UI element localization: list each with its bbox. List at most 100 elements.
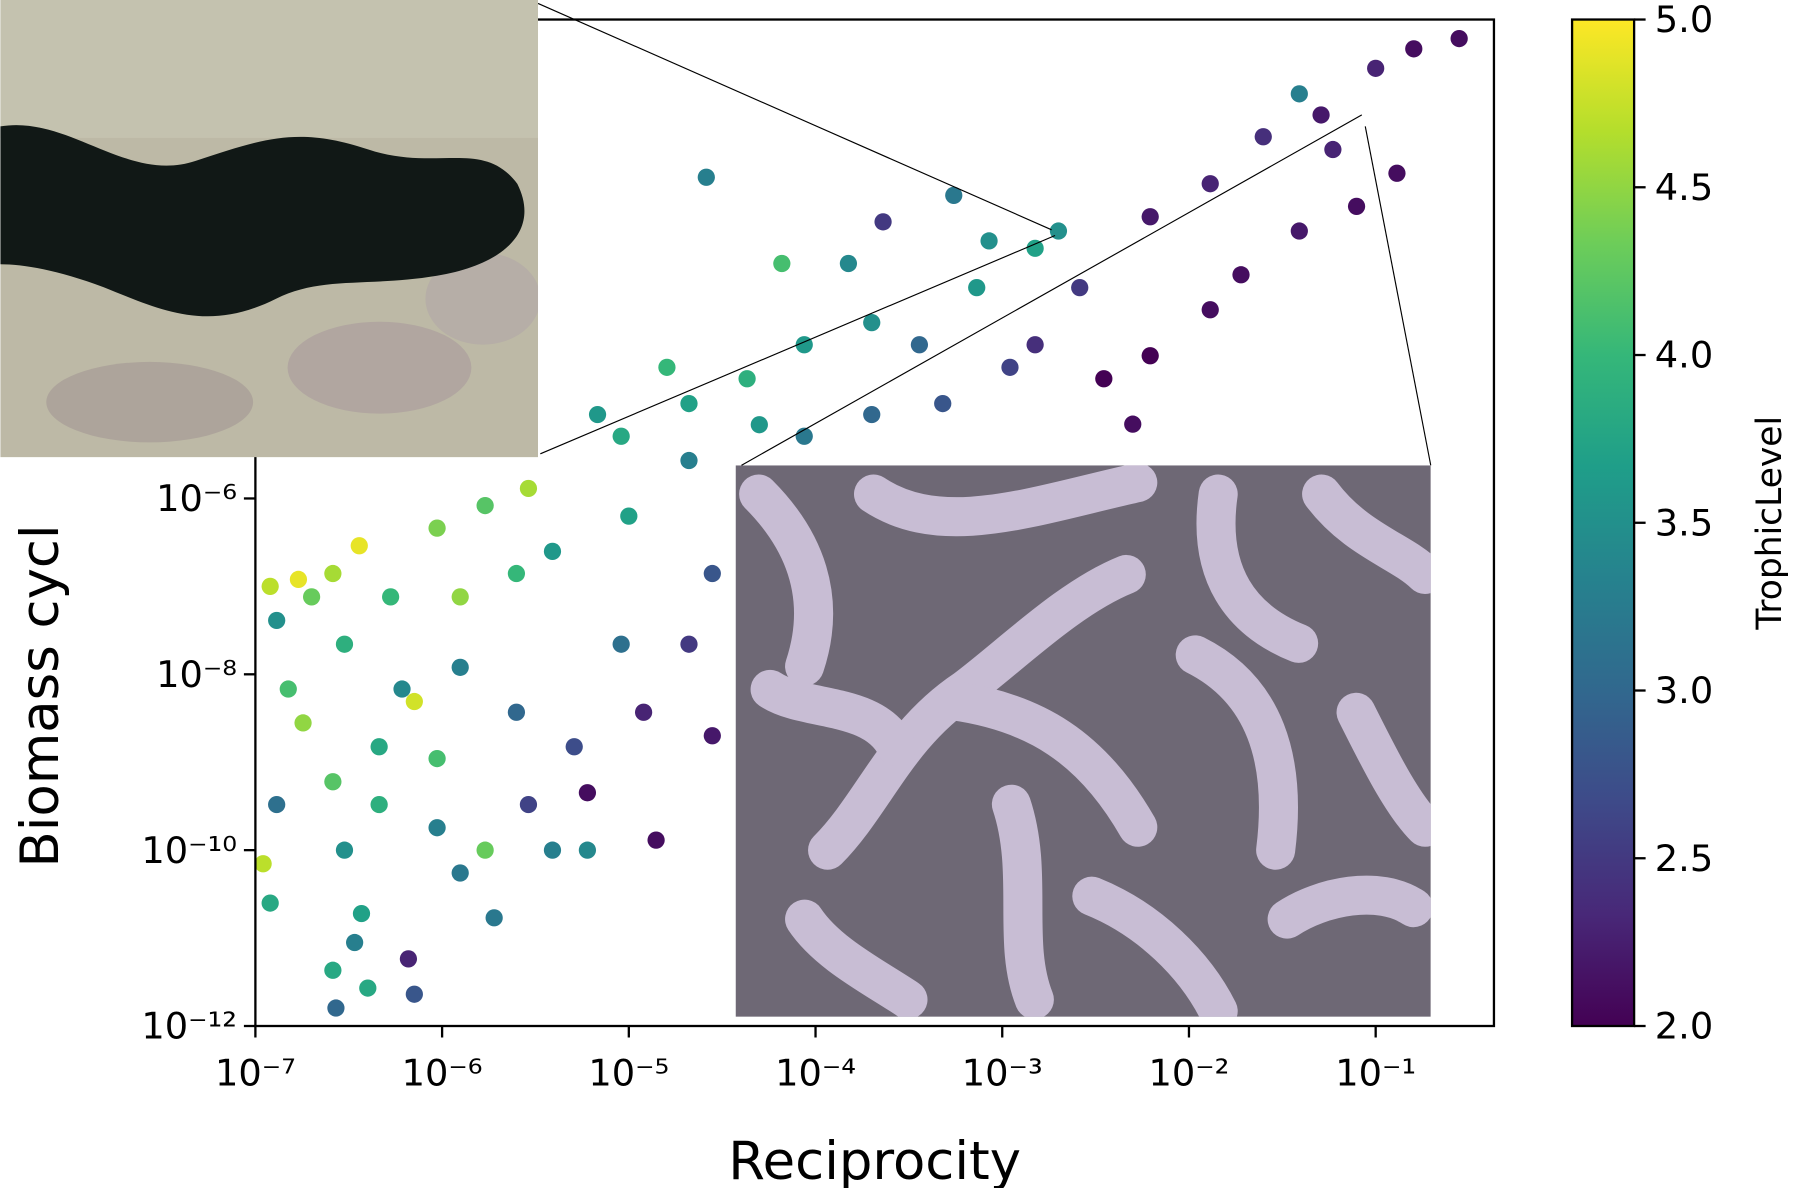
x-tick-label: 10⁻¹ [1335,1052,1416,1095]
colorbar-label: TrophicLevel [1750,416,1790,631]
axes-layer: 10⁻⁷ 10⁻⁶ 10⁻⁵ 10⁻⁴ 10⁻³ 10⁻² 10⁻¹ 10⁻¹² 10⁻¹⁰ 10… [141,0,1713,1095]
scatter-point [1026,336,1044,354]
colorbar-tick-label: 3.0 [1655,669,1713,712]
scatter-point [352,904,371,923]
scatter-point [335,841,354,859]
scatter-point [507,564,526,583]
y-tick-label: 10⁻⁶ [156,477,237,520]
scatter-point [658,358,676,376]
scatter-point [359,979,377,997]
scatter-point [327,999,345,1017]
scatter-point [324,961,342,979]
colorbar [1570,18,1636,1028]
scatter-point [543,841,562,859]
scatter-point [302,588,321,606]
x-tick-label: 10⁻² [1149,1052,1230,1095]
scatter-point [1290,85,1308,103]
y-tick-label: 10⁻⁸ [156,653,237,696]
scatter-point [634,703,653,721]
scatter-point [839,254,858,273]
scatter-point [773,254,791,273]
scatter-point [578,784,597,802]
scatter-point [519,479,538,498]
x-tick-label: 10⁻⁵ [588,1052,669,1095]
scatter-point [565,738,583,756]
y-tick-label: 10⁻¹⁰ [141,829,237,872]
scatter-point [350,537,368,555]
scatter-point [370,795,388,814]
scatter-point [1232,266,1250,284]
y-axis-label: Biomass cycl [10,524,71,867]
scatter-point [261,577,279,596]
scatter-point [476,841,494,859]
scatter-point [1312,106,1330,124]
scatter-point [680,451,698,470]
scatter-point [1095,370,1113,388]
x-tick-label: 10⁻³ [962,1052,1043,1095]
scatter-point [1347,197,1366,215]
x-tick-label: 10⁻⁶ [402,1052,483,1095]
scatter-point [289,570,308,589]
colorbar-tick-label: 4.5 [1655,166,1713,209]
scatter-point [680,394,698,413]
scatter-point [324,773,342,791]
scatter-point [370,738,388,756]
scatter-point [1026,239,1044,257]
plot-frame [254,18,1496,1028]
scatter-point [346,933,364,952]
scatter-point [863,405,881,424]
scatter-point [945,186,963,204]
scatter-point [980,232,998,250]
colorbar-tick-label: 4.0 [1655,334,1713,377]
colorbar-tick-label: 5.0 [1655,0,1713,41]
scatter-point [910,336,929,354]
scatter-point [1290,222,1308,240]
scatter-point [399,950,418,968]
scatter-point [934,394,952,413]
scatter-point [1001,358,1019,376]
scatter-point [451,588,469,606]
scatter-point [1388,164,1406,182]
scatter-point [863,313,881,332]
scatter-point [254,855,272,873]
scatter-point [680,635,698,653]
scatter-point [703,727,721,745]
scatter-point [519,795,538,814]
scatter-point [393,680,411,698]
scatter-point [612,427,630,445]
sea-cucumber-photo [0,0,539,458]
scatter-point [476,496,494,515]
scatter-point [1201,175,1219,193]
connector-lines [537,2,1432,466]
scatter-point [1141,347,1159,365]
scatter-point [1254,128,1272,146]
scatter-point [294,714,312,732]
scatter-point [750,416,768,434]
scatter-point [647,831,665,849]
x-tick-label: 10⁻⁴ [775,1052,856,1095]
scatter-point [703,564,721,583]
scatter-point [1405,40,1423,58]
x-tick-label: 10⁻⁷ [215,1052,296,1095]
scatter-point [382,588,400,606]
scatter-point [588,405,607,424]
scatter-point [1071,279,1089,297]
scatter-point [874,213,892,231]
y-tick-label: 10⁻¹² [141,1005,237,1048]
scatter-point [612,635,630,653]
scatter-point [620,507,638,525]
scatter-point [1124,415,1142,433]
scatter-point [428,749,446,768]
bacteria-micrograph [735,465,1431,1017]
scatter-point [697,168,715,186]
scatter-point [428,819,446,837]
colorbar-tick-label: 2.5 [1655,837,1713,880]
scatter-point [1450,29,1468,48]
scatter-point [324,564,342,583]
scatter-point [1141,208,1159,226]
colorbar-tick-label: 3.5 [1655,501,1713,544]
scatter-point [451,658,469,676]
x-axis-label: Reciprocity [728,1131,1021,1188]
